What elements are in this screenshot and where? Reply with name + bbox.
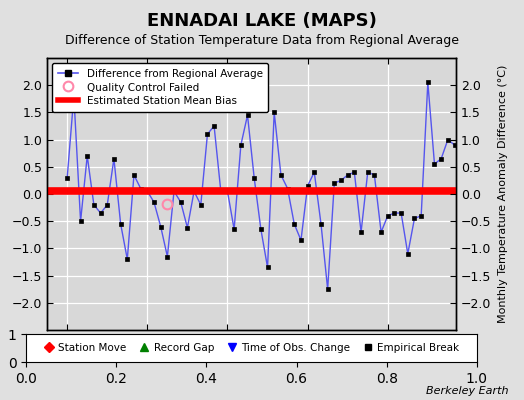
Difference from Regional Average [178,200,184,204]
Difference from Regional Average [311,170,318,175]
Difference from Regional Average [131,172,137,177]
Difference from Regional Average [191,189,197,194]
Text: ENNADAI LAKE (MAPS): ENNADAI LAKE (MAPS) [147,12,377,30]
Difference from Regional Average [198,202,204,207]
Legend: Difference from Regional Average, Quality Control Failed, Estimated Station Mean: Difference from Regional Average, Qualit… [52,63,268,112]
Difference from Regional Average [458,145,464,150]
Line: Difference from Regional Average: Difference from Regional Average [65,80,463,291]
Legend: Station Move, Record Gap, Time of Obs. Change, Empirical Break: Station Move, Record Gap, Time of Obs. C… [39,339,464,357]
Difference from Regional Average [164,254,170,259]
Difference from Regional Average [424,80,431,85]
Text: Difference of Station Temperature Data from Regional Average: Difference of Station Temperature Data f… [65,34,459,47]
Difference from Regional Average [324,287,331,292]
Text: Berkeley Earth: Berkeley Earth [426,386,508,396]
Y-axis label: Monthly Temperature Anomaly Difference (°C): Monthly Temperature Anomaly Difference (… [498,65,508,323]
Difference from Regional Average [64,175,70,180]
